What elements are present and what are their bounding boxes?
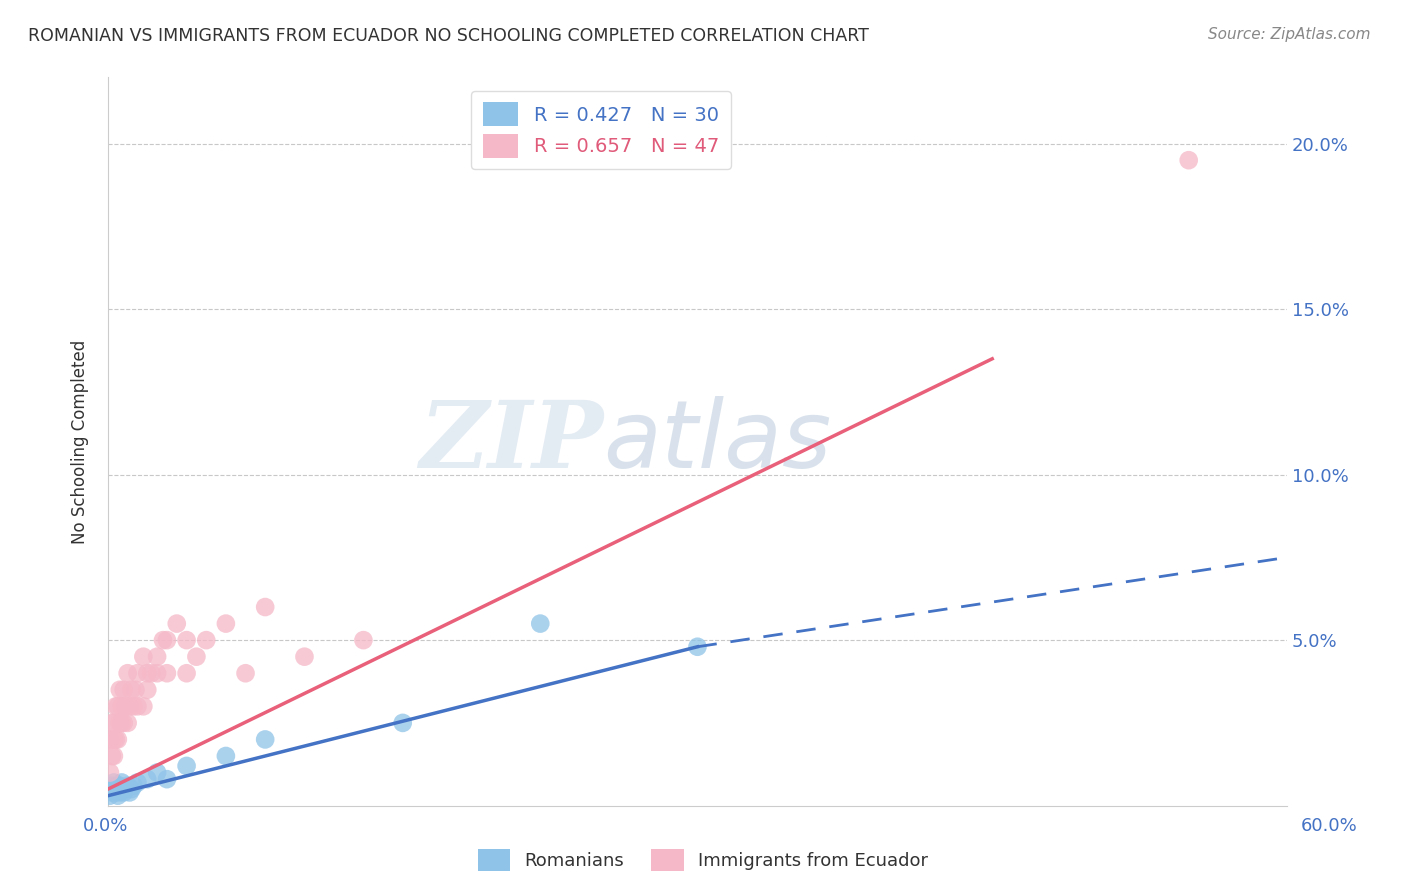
Point xyxy=(117,715,139,730)
Point xyxy=(112,715,135,730)
Point xyxy=(114,782,136,797)
Point xyxy=(108,779,131,793)
Point xyxy=(122,779,145,793)
Point xyxy=(103,715,125,730)
Point xyxy=(107,699,129,714)
Point xyxy=(176,666,198,681)
Point xyxy=(195,633,218,648)
Text: 60.0%: 60.0% xyxy=(1301,817,1357,835)
Point xyxy=(112,785,135,799)
Point xyxy=(111,699,134,714)
Point xyxy=(254,732,277,747)
Point xyxy=(127,666,149,681)
Point xyxy=(104,785,127,799)
Point xyxy=(136,682,159,697)
Point xyxy=(176,633,198,648)
Point xyxy=(166,616,188,631)
Point xyxy=(146,666,169,681)
Point xyxy=(98,782,121,797)
Point xyxy=(101,785,124,799)
Point xyxy=(124,682,146,697)
Text: Source: ZipAtlas.com: Source: ZipAtlas.com xyxy=(1208,27,1371,42)
Point xyxy=(111,775,134,789)
Point xyxy=(156,666,179,681)
Text: ZIP: ZIP xyxy=(419,397,603,486)
Point xyxy=(132,699,155,714)
Point xyxy=(215,749,238,764)
Point xyxy=(254,600,277,615)
Y-axis label: No Schooling Completed: No Schooling Completed xyxy=(72,340,89,543)
Point xyxy=(103,775,125,789)
Point xyxy=(121,682,143,697)
Point xyxy=(98,765,121,780)
Point xyxy=(132,649,155,664)
Point xyxy=(107,732,129,747)
Point xyxy=(146,765,169,780)
Point xyxy=(98,732,121,747)
Point xyxy=(122,699,145,714)
Point xyxy=(136,772,159,786)
Point xyxy=(146,649,169,664)
Point xyxy=(118,785,141,799)
Point xyxy=(103,782,125,797)
Point xyxy=(391,715,413,730)
Point xyxy=(111,715,134,730)
Legend: R = 0.427   N = 30, R = 0.657   N = 47: R = 0.427 N = 30, R = 0.657 N = 47 xyxy=(471,91,731,169)
Point xyxy=(529,616,551,631)
Point xyxy=(117,779,139,793)
Point xyxy=(235,666,257,681)
Point xyxy=(156,772,179,786)
Text: 0.0%: 0.0% xyxy=(83,817,128,835)
Point xyxy=(114,699,136,714)
Point xyxy=(107,782,129,797)
Point xyxy=(112,682,135,697)
Point xyxy=(127,775,149,789)
Point xyxy=(103,749,125,764)
Point xyxy=(101,779,124,793)
Point xyxy=(156,633,179,648)
Point xyxy=(101,749,124,764)
Point xyxy=(101,715,124,730)
Point xyxy=(121,782,143,797)
Point xyxy=(108,785,131,799)
Point xyxy=(176,759,198,773)
Point xyxy=(294,649,316,664)
Point xyxy=(1177,153,1199,168)
Point xyxy=(215,616,238,631)
Point xyxy=(104,732,127,747)
Point xyxy=(352,633,374,648)
Point xyxy=(186,649,208,664)
Point xyxy=(117,666,139,681)
Point xyxy=(108,682,131,697)
Point xyxy=(136,666,159,681)
Point xyxy=(152,633,174,648)
Point xyxy=(118,699,141,714)
Point xyxy=(108,715,131,730)
Point xyxy=(111,782,134,797)
Point xyxy=(686,640,709,654)
Point xyxy=(127,699,149,714)
Point xyxy=(98,789,121,803)
Text: ROMANIAN VS IMMIGRANTS FROM ECUADOR NO SCHOOLING COMPLETED CORRELATION CHART: ROMANIAN VS IMMIGRANTS FROM ECUADOR NO S… xyxy=(28,27,869,45)
Text: atlas: atlas xyxy=(603,396,831,487)
Legend: Romanians, Immigrants from Ecuador: Romanians, Immigrants from Ecuador xyxy=(471,842,935,879)
Point xyxy=(107,789,129,803)
Point xyxy=(103,732,125,747)
Point xyxy=(141,666,163,681)
Point xyxy=(104,779,127,793)
Point xyxy=(104,699,127,714)
